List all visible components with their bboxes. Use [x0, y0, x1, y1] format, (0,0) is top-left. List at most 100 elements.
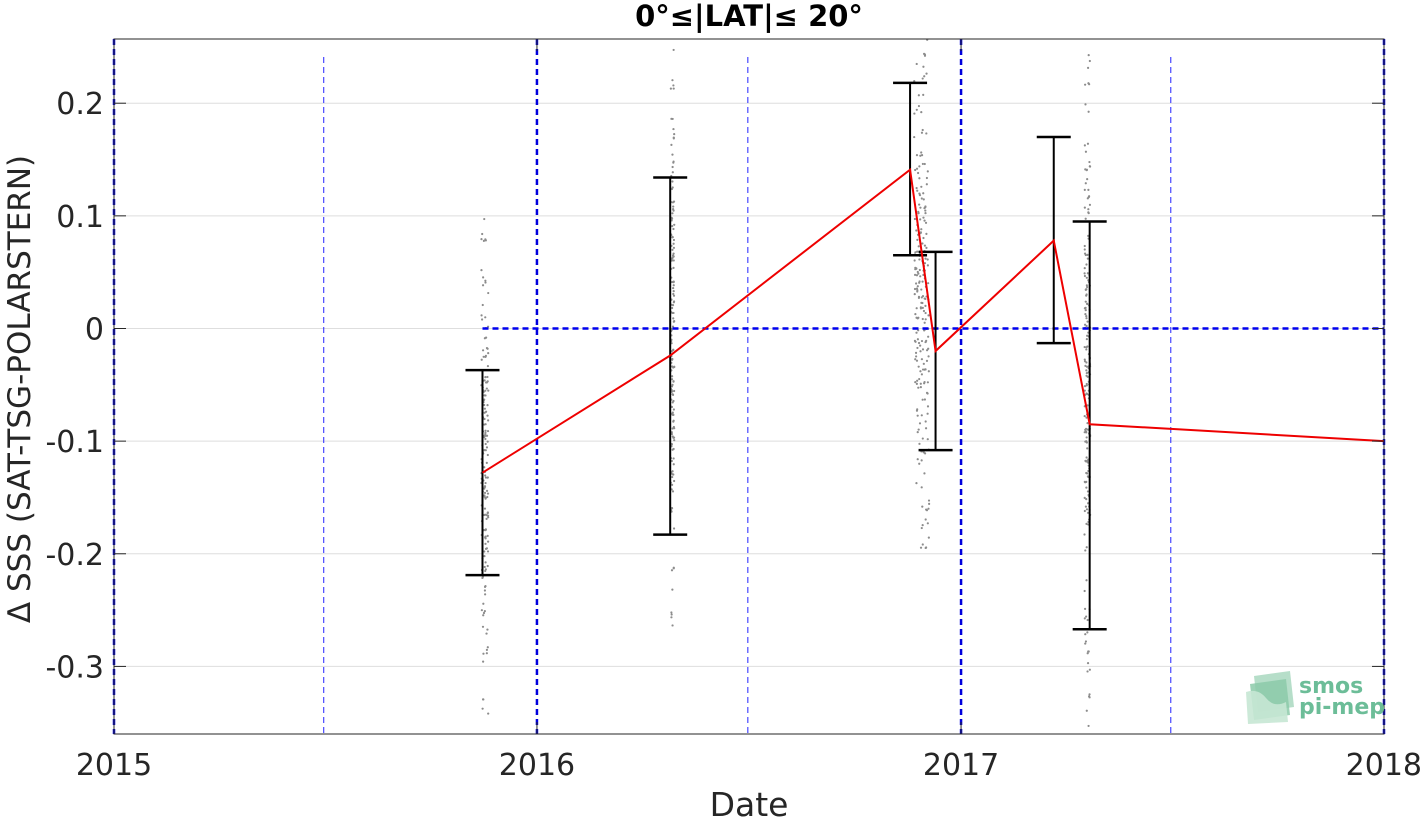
scatter-point [915, 154, 919, 157]
scatter-point [921, 128, 924, 132]
scatter-point [1084, 182, 1087, 185]
scatter-point [481, 232, 484, 236]
scatter-point [1085, 284, 1088, 287]
scatter-point [672, 161, 675, 164]
scatter-point [672, 227, 675, 231]
scatter-point [1087, 695, 1091, 698]
scatter-point [485, 632, 488, 635]
scatter-point [485, 517, 488, 521]
scatter-point [917, 341, 921, 345]
scatter-point [924, 311, 927, 315]
smos-pimep-logo: smos pi-mep [1246, 671, 1385, 724]
scatter-point [920, 197, 923, 200]
scatter-point [926, 438, 929, 441]
scatter-point [916, 346, 919, 350]
scatter-point [1086, 662, 1090, 665]
scatter-point [1085, 498, 1088, 501]
scatter-point [922, 216, 925, 219]
scatter-point [1085, 263, 1088, 266]
scatter-point [670, 350, 673, 353]
scatter-point [916, 317, 919, 320]
scatter-point [915, 355, 918, 358]
x-axis-label: Date [710, 785, 789, 819]
scatter-point [918, 177, 921, 180]
scatter-point [672, 286, 675, 290]
scatter-point [481, 303, 484, 307]
scatter-point [1084, 549, 1087, 552]
scatter-point [671, 201, 675, 204]
scatter-point [925, 132, 928, 135]
scatter-point [1085, 302, 1089, 305]
scatter-point [927, 536, 930, 539]
scatter-point [486, 440, 489, 443]
scatter-point [673, 133, 676, 136]
scatter-point [484, 537, 487, 540]
scatter-point [480, 609, 483, 612]
scatter-point [1083, 509, 1086, 513]
scatter-point [671, 180, 674, 183]
scatter-point [916, 238, 919, 241]
scatter-point [918, 258, 921, 261]
scatter-point [918, 192, 921, 195]
scatter-point [482, 276, 485, 279]
scatter-point [1085, 365, 1089, 368]
scatter-point [917, 211, 920, 215]
scatter-point [1085, 317, 1088, 320]
scatter-point [484, 336, 488, 339]
scatter-point [670, 431, 673, 434]
scatter-point [1086, 618, 1089, 622]
scatter-point [1083, 496, 1086, 499]
scatter-point [915, 108, 918, 111]
scatter-point [483, 513, 486, 517]
scatter-point [916, 285, 919, 288]
scatter-point [483, 491, 487, 494]
scatter-point [921, 317, 924, 321]
scatter-point [482, 652, 485, 655]
scatter-point [484, 542, 487, 545]
scatter-point [486, 414, 489, 417]
scatter-point [481, 349, 485, 352]
scatter-point [483, 407, 486, 410]
scatter-point [484, 449, 487, 452]
scatter-point [915, 331, 918, 334]
scatter-point [483, 403, 486, 407]
scatter-point [915, 482, 918, 485]
scatter-point [1084, 313, 1087, 316]
scatter-point [918, 377, 921, 381]
scatter-point [483, 507, 487, 510]
scatter-point [913, 287, 917, 291]
scatter-point [914, 358, 917, 361]
scatter-point [1086, 459, 1089, 463]
scatter-point [672, 463, 675, 466]
scatter-point [925, 183, 928, 186]
scatter-point [672, 127, 675, 131]
scatter-point [913, 135, 916, 139]
scatter-point [672, 87, 675, 90]
scatter-point [1083, 188, 1086, 192]
scatter-point [671, 304, 675, 307]
scatter-point [1088, 59, 1091, 63]
scatter-point [1084, 309, 1087, 312]
scatter-point [1085, 346, 1088, 349]
scatter-point [1087, 110, 1090, 113]
scatter-point [925, 546, 928, 549]
scatter-point [1085, 382, 1088, 386]
scatter-point [486, 492, 490, 495]
scatter-point [921, 306, 924, 309]
scatter-point [920, 486, 923, 489]
y-tick-label: 0.2 [56, 87, 104, 122]
scatter-point [1083, 274, 1087, 278]
scatter-point [483, 217, 486, 221]
y-tick-label: 0 [85, 312, 104, 347]
scatter-point [487, 516, 490, 519]
scatter-point [1085, 441, 1088, 444]
scatter-point [1086, 257, 1089, 260]
scatter-point [1086, 631, 1089, 634]
scatter-point [1084, 300, 1087, 303]
scatter-point [924, 205, 927, 208]
scatter-point [1088, 83, 1091, 86]
scatter-point [671, 483, 674, 486]
scatter-point [919, 218, 922, 221]
scatter-point [1084, 633, 1087, 636]
scatter-point [916, 338, 920, 341]
